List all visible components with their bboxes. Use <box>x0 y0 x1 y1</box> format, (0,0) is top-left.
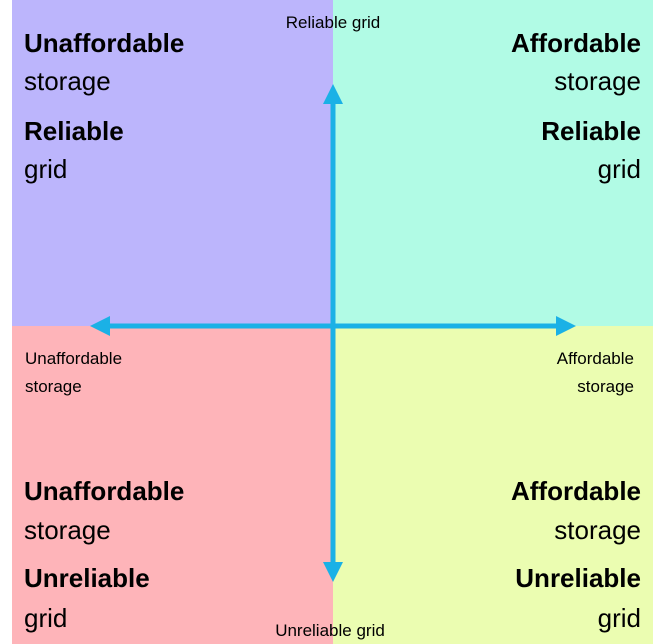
axis-label: storage <box>25 377 82 396</box>
quadrant-text: Affordable <box>511 476 641 506</box>
quadrant-text: grid <box>598 154 641 184</box>
quadrant-text: storage <box>554 515 641 545</box>
quadrant-text: Affordable <box>511 28 641 58</box>
quadrant-text: grid <box>24 603 67 633</box>
quadrant-top-right <box>333 0 653 326</box>
quadrant-text: Reliable <box>24 116 124 146</box>
quadrant-top-left <box>12 0 333 326</box>
axis-label: Affordable <box>557 349 634 368</box>
quadrant-text: Unaffordable <box>24 476 184 506</box>
quadrant-text: Unaffordable <box>24 28 184 58</box>
axis-label: Unreliable grid <box>275 621 385 640</box>
axis-label: storage <box>577 377 634 396</box>
quadrant-bottom-left <box>12 326 333 644</box>
quadrant-text: grid <box>598 603 641 633</box>
quadrant-text: Unreliable <box>515 563 641 593</box>
quadrant-text: storage <box>554 66 641 96</box>
axis-label: Reliable grid <box>286 13 381 32</box>
quadrant-bottom-right <box>333 326 653 644</box>
axis-label: Unaffordable <box>25 349 122 368</box>
quadrant-text: storage <box>24 66 111 96</box>
quadrant-text: Unreliable <box>24 563 150 593</box>
quadrant-text: grid <box>24 154 67 184</box>
quadrant-text: storage <box>24 515 111 545</box>
quadrant-text: Reliable <box>541 116 641 146</box>
